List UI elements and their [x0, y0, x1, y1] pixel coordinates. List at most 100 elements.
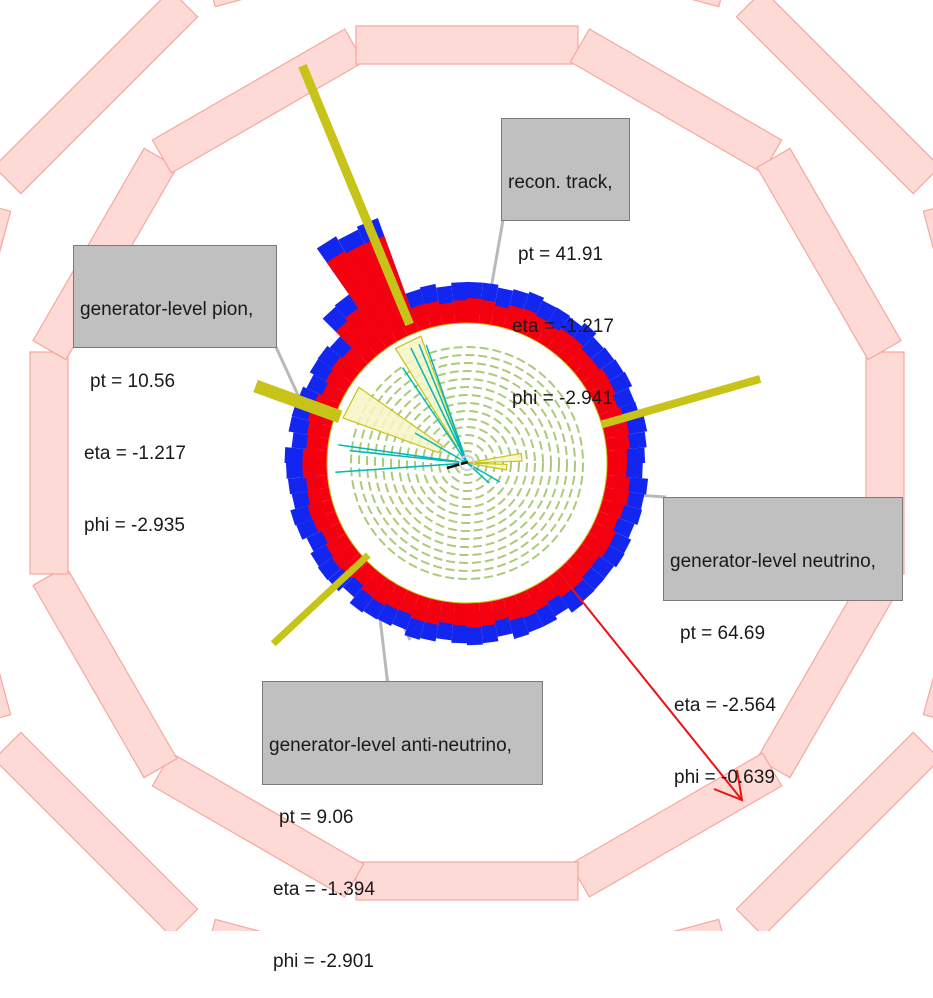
muon-chamber	[32, 565, 178, 779]
met-arrow-head	[713, 769, 744, 802]
ecal-tower	[439, 600, 455, 624]
ecal-tower	[312, 510, 341, 533]
muon-chamber	[735, 0, 933, 195]
muon-chamber	[0, 731, 199, 931]
ecal-tower	[325, 533, 353, 557]
antineutrino-label: generator-level anti-neutrino, pt = 9.06…	[262, 681, 543, 972]
met-arrow	[564, 579, 744, 802]
muon-chamber	[569, 28, 783, 174]
ecal-tower	[503, 594, 523, 621]
jet	[253, 379, 343, 423]
ecal-tower	[335, 320, 377, 364]
antineutrino-label-pt: pt = 9.06	[279, 807, 354, 828]
ecal-tower	[606, 463, 627, 477]
ecal-tower	[342, 347, 368, 373]
ecal-tower	[331, 356, 360, 383]
muon-chamber	[569, 752, 783, 898]
ecal-tower	[331, 543, 360, 570]
ecal-tower	[307, 499, 336, 520]
ecal-tower	[424, 598, 443, 625]
pion-label-pt: pt = 10.56	[90, 371, 176, 392]
muon-chamber	[756, 147, 902, 361]
ecal-tower	[361, 570, 387, 598]
ecal-tower	[479, 600, 496, 627]
ecal-tower	[604, 434, 630, 451]
muon-chamber	[355, 25, 579, 65]
ecal-tower	[574, 358, 600, 383]
ecal-tower	[307, 487, 332, 505]
ecal-tower	[537, 323, 560, 349]
ecal-tower	[439, 302, 455, 326]
ecal-tower	[306, 420, 332, 439]
ecal-tower	[547, 570, 573, 598]
ecal-tower	[514, 589, 537, 618]
track-label: recon. track, pt = 41.91 eta = -1.217 ph…	[501, 118, 630, 409]
track-label-pt: pt = 41.91	[518, 244, 604, 265]
pion-label-phi: phi = -2.935	[84, 515, 185, 536]
ecal-tower	[302, 463, 328, 478]
tracker-layer	[446, 442, 488, 484]
pion-label-eta: eta = -1.217	[84, 443, 186, 464]
tracker-layer	[422, 418, 512, 508]
tracker-layer	[366, 362, 568, 564]
muon-chamber	[476, 0, 730, 8]
ecal-tower	[491, 305, 509, 328]
ecal-tower	[345, 308, 387, 356]
track	[425, 344, 468, 464]
ecal-tower	[410, 303, 431, 332]
ecal-tower	[321, 522, 346, 544]
muon-chamber	[922, 472, 933, 726]
ecal-tower	[598, 499, 625, 519]
track	[335, 462, 468, 473]
track	[349, 449, 468, 464]
ecal-tower	[479, 299, 496, 326]
tracker-layer	[374, 370, 560, 556]
tracker-layer	[438, 434, 496, 492]
ecal-tower	[491, 598, 509, 621]
jet-cone	[466, 462, 508, 471]
ecal-tower	[452, 602, 467, 626]
ecal-tower	[345, 243, 408, 342]
ecal-tower	[593, 395, 619, 416]
ecal-tower	[467, 602, 482, 628]
track	[466, 462, 490, 484]
ecal-tower	[424, 301, 443, 328]
tracker-layer	[350, 346, 584, 580]
ecal-tower	[581, 368, 610, 393]
ecal-tower	[526, 584, 549, 611]
jet	[600, 375, 762, 429]
track	[414, 432, 468, 464]
ecal-tower	[326, 251, 397, 349]
jet	[270, 552, 371, 647]
ecal-tower	[588, 522, 616, 546]
neutrino-label-title: generator-level neutrino,	[670, 551, 876, 572]
antineutrino-label-eta: eta = -1.394	[273, 879, 375, 900]
ecal-tower	[606, 449, 628, 463]
track	[338, 444, 468, 464]
tracker-layer	[390, 386, 544, 540]
ecal-tower	[410, 594, 431, 622]
antineutrino-label-title: generator-level anti-neutrino,	[269, 735, 512, 756]
muon-chamber	[735, 731, 933, 931]
tracker-layer	[398, 394, 536, 532]
ecal-tower	[514, 308, 537, 337]
ecal-tower	[321, 382, 346, 404]
muon-chamber	[204, 0, 458, 8]
ecal-tower	[372, 577, 397, 606]
muon-chamber	[0, 472, 12, 726]
tracker-layer	[414, 410, 520, 516]
reconstructed-tracks	[335, 344, 501, 484]
jets	[253, 64, 762, 647]
ecal-tower	[557, 336, 584, 364]
ecal-tower	[385, 584, 408, 611]
ecal-tower	[574, 543, 600, 568]
ecal-tower	[526, 315, 549, 342]
track-label-phi: phi = -2.941	[512, 388, 613, 409]
ecal-tower	[306, 435, 330, 451]
ecal-tower	[593, 510, 619, 532]
antineutrino-label-phi: phi = -2.901	[273, 951, 374, 972]
beam-spot	[459, 455, 475, 471]
muon-chamber	[0, 0, 199, 195]
pion-label: generator-level pion, pt = 10.56 eta = -…	[73, 245, 277, 536]
ecal-tower	[581, 533, 610, 558]
